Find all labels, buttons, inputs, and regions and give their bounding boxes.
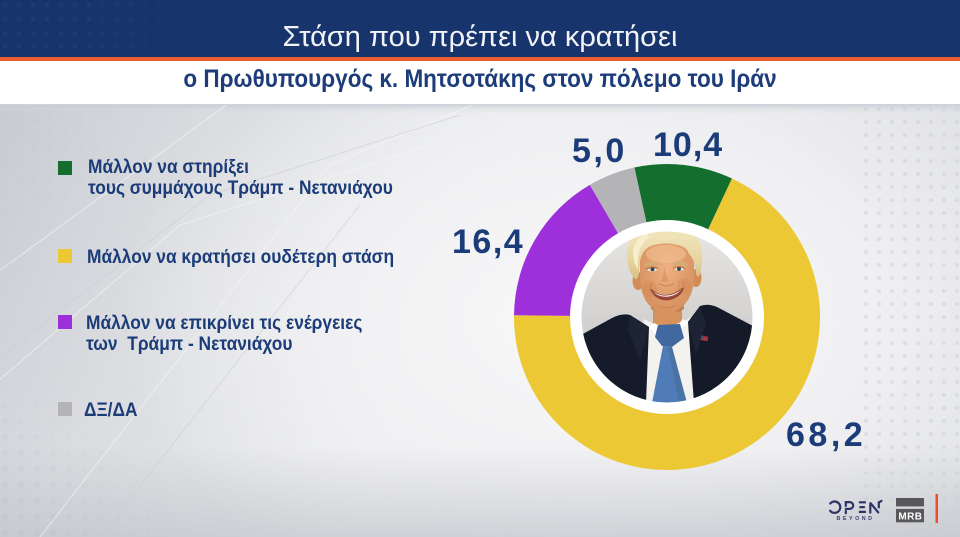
svg-text:MRB: MRB xyxy=(898,512,922,523)
svg-text:BEYOND: BEYOND xyxy=(837,516,875,522)
